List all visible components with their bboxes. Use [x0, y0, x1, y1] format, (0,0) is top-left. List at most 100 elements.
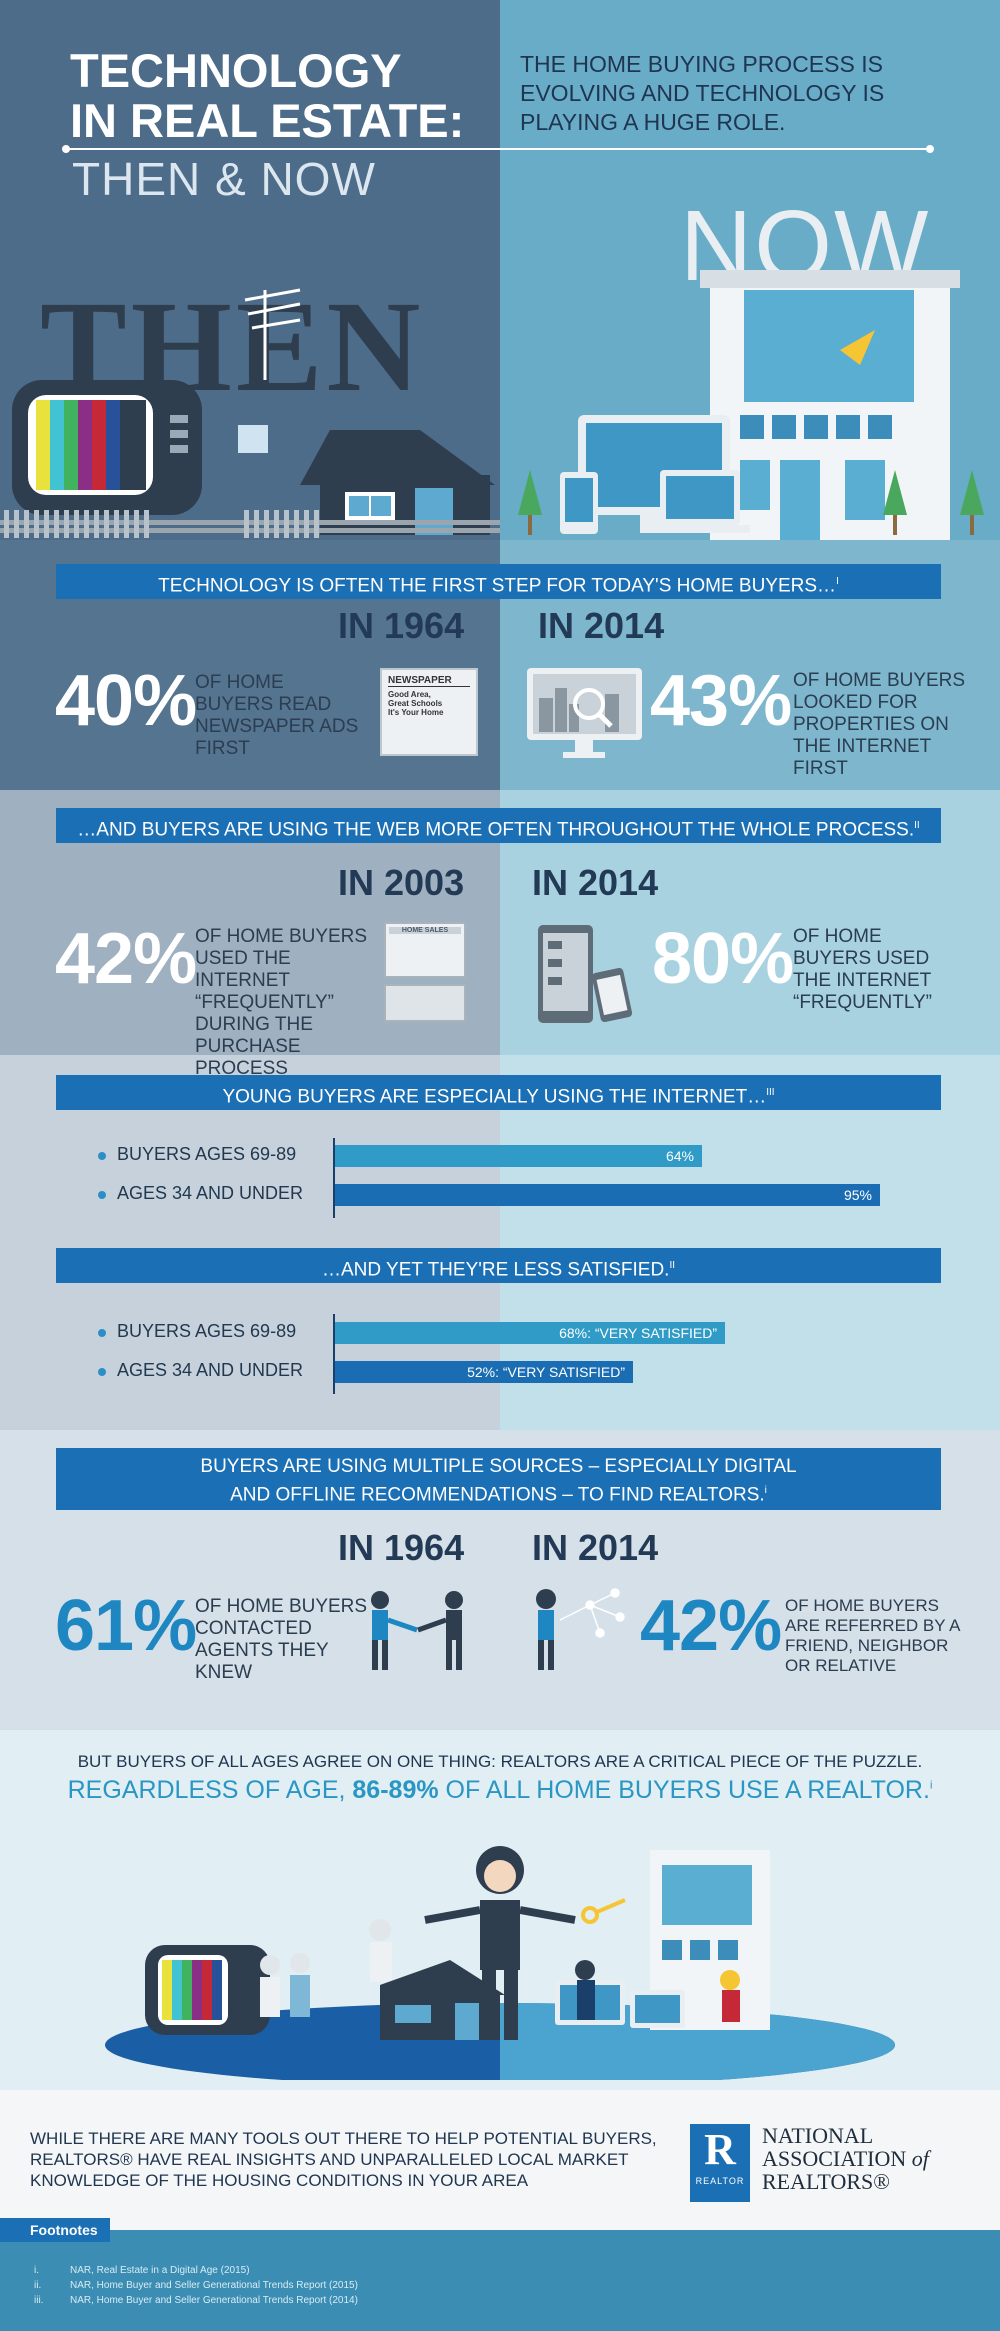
- s2-left-year: IN 2003: [338, 862, 465, 903]
- phone-tablet-icon: [538, 925, 633, 1023]
- s2-left-percent: 42%: [55, 919, 197, 999]
- section3-banner2-ref: ii: [669, 1260, 676, 1271]
- section4-banner-line1: BUYERS ARE USING MULTIPLE SOURCES – ESPE…: [200, 1456, 797, 1477]
- title-divider-dot-left: [62, 145, 70, 153]
- section3-banner1: YOUNG BUYERS ARE ESPECIALLY USING THE IN…: [56, 1075, 941, 1110]
- page-tagline: THE HOME BUYING PROCESS IS EVOLVING AND …: [520, 51, 885, 135]
- footnote-2-text: NAR, Home Buyer and Seller Generational …: [70, 2280, 358, 2291]
- page-title: TECHNOLOGY IN REAL ESTATE:: [70, 46, 464, 146]
- s4-left-year: IN 1964: [338, 1527, 465, 1568]
- s4-right-text: OF HOME BUYERS ARE REFERRED BY A FRIEND,…: [785, 1596, 960, 1675]
- s2-left-text: OF HOME BUYERS USED THE INTERNET “FREQUE…: [195, 926, 368, 1079]
- bar1-row2-bar: 95%: [334, 1184, 880, 1206]
- s4-right-year: IN 2014: [532, 1527, 659, 1568]
- bar-chart-1-axis: [333, 1138, 335, 1218]
- s2-right-text: OF HOME BUYERS USED THE INTERNET “FREQUE…: [793, 926, 932, 1013]
- section3-banner1-text: YOUNG BUYERS ARE ESPECIALLY USING THE IN…: [222, 1086, 767, 1108]
- section3-banner2: …AND YET THEY'RE LESS SATISFIED.ii: [56, 1248, 941, 1283]
- section4-banner-line2: AND OFFLINE RECOMMENDATIONS – TO FIND RE…: [230, 1484, 765, 1506]
- bar2-row2-bullet: [98, 1368, 106, 1376]
- bar1-row1-label: BUYERS AGES 69-89: [117, 1144, 297, 1164]
- home-sales-label: HOME SALES: [389, 927, 461, 934]
- title-divider-dot-right: [926, 145, 934, 153]
- picket-fence: [4, 510, 319, 538]
- bar1-row1-bullet: [98, 1152, 106, 1160]
- newspaper-line2: Great Schools: [388, 699, 443, 708]
- section4-banner-line2-wrap: AND OFFLINE RECOMMENDATIONS – TO FIND RE…: [56, 1479, 941, 1507]
- bar2-row2-value: 52%: “VERY SATISFIED”: [467, 1364, 625, 1380]
- footnote-3-num: iii.: [34, 2295, 44, 2306]
- s1-right-text: OF HOME BUYERS LOOKED FOR PROPERTIES ON …: [793, 670, 966, 779]
- section5-line2-c: OF ALL HOME BUYERS USE A REALTOR.: [438, 1776, 930, 1804]
- section1-banner-text: TECHNOLOGY IS OFTEN THE FIRST STEP FOR T…: [158, 575, 837, 597]
- bar2-row2-bar: 52%: “VERY SATISFIED”: [334, 1361, 633, 1383]
- section1-banner: TECHNOLOGY IS OFTEN THE FIRST STEP FOR T…: [56, 564, 941, 599]
- s4-right-percent: 42%: [640, 1586, 782, 1666]
- section2-banner-ref: ii: [914, 820, 920, 831]
- s4-left-text: OF HOME BUYERS CONTACTED AGENTS THEY KNE…: [195, 1596, 368, 1683]
- now-illustration: NOW: [518, 190, 984, 540]
- bar1-row2-value: 95%: [843, 1187, 872, 1203]
- s1-right-percent: 43%: [650, 661, 792, 741]
- bar1-row2-bullet: [98, 1191, 106, 1199]
- handshake-people-icon: [371, 1591, 463, 1670]
- footnote-1-num: i.: [34, 2265, 39, 2276]
- title-divider: [64, 148, 930, 150]
- nar-line1: NATIONAL: [762, 2123, 874, 2148]
- bar-chart-2-axis: [333, 1314, 335, 1394]
- bar1-row2-label: AGES 34 AND UNDER: [117, 1183, 304, 1203]
- bar2-row1-bullet: [98, 1329, 106, 1337]
- section2-banner: …AND BUYERS ARE USING THE WEB MORE OFTEN…: [56, 808, 941, 843]
- realtor-logo-r-icon: R: [704, 2125, 736, 2174]
- bar1-row1-bar: 64%: [334, 1145, 702, 1167]
- antenna-icon: [244, 288, 301, 380]
- closing-statement: WHILE THERE ARE MANY TOOLS OUT THERE TO …: [30, 2129, 657, 2190]
- s1-right-year: IN 2014: [538, 605, 665, 646]
- s1-left-percent: 40%: [55, 661, 197, 741]
- nar-line3: REALTORS®: [762, 2169, 890, 2194]
- nar-wordmark: NATIONAL ASSOCIATION of REALTORS®: [762, 2124, 929, 2193]
- realtor-logo: R REALTOR: [690, 2124, 750, 2202]
- section3-banner2-text: …AND YET THEY'RE LESS SATISFIED.: [321, 1259, 670, 1281]
- s2-right-percent: 80%: [652, 919, 794, 999]
- section2-banner-text: …AND BUYERS ARE USING THE WEB MORE OFTEN…: [77, 819, 915, 841]
- realtor-scene-illustration: [105, 1846, 895, 2080]
- home-sales-screen: HOME SALES: [384, 922, 466, 978]
- computer-base: [384, 984, 466, 1022]
- network-person-icon: [536, 1588, 625, 1670]
- bar-chart-1: BUYERS AGES 69-89 64% AGES 34 AND UNDER …: [0, 1120, 1000, 1215]
- footnote-2-num: ii.: [34, 2280, 42, 2291]
- footnote-3-text: NAR, Home Buyer and Seller Generational …: [70, 2295, 358, 2306]
- section1-banner-ref: i: [836, 576, 839, 587]
- section4-banner: BUYERS ARE USING MULTIPLE SOURCES – ESPE…: [56, 1448, 941, 1510]
- s1-left-year: IN 1964: [338, 605, 465, 646]
- footnote-1-text: NAR, Real Estate in a Digital Age (2015): [70, 2265, 250, 2276]
- footnotes-title: Footnotes: [0, 2218, 110, 2242]
- footnotes-background: [0, 2230, 1000, 2331]
- section5-line2-ref: i: [929, 1779, 933, 1792]
- bar2-row1-label: BUYERS AGES 69-89: [117, 1321, 297, 1341]
- then-illustration: THEN: [0, 275, 500, 538]
- section6-background: [0, 2090, 1000, 2230]
- section5-line2-highlight: 86-89%: [352, 1776, 439, 1804]
- bar2-row1-bar: 68%: “VERY SATISFIED”: [334, 1322, 725, 1344]
- bar2-row2-label: AGES 34 AND UNDER: [117, 1360, 304, 1380]
- newspaper-masthead: NEWSPAPER: [388, 675, 470, 687]
- bar1-row1-value: 64%: [665, 1148, 694, 1164]
- s2-right-year: IN 2014: [532, 862, 659, 903]
- computer-home-sales-icon: HOME SALES: [384, 922, 466, 1027]
- title-line1: TECHNOLOGY: [70, 44, 402, 97]
- section4-banner-ref: i: [764, 1485, 767, 1496]
- newspaper-line1: Good Area,: [388, 690, 431, 699]
- section5-line1: BUT BUYERS OF ALL AGES AGREE ON ONE THIN…: [77, 1752, 923, 1771]
- s1-left-text: OF HOME BUYERS READ NEWSPAPER ADS FIRST: [195, 672, 359, 759]
- section3-banner1-ref: iii: [766, 1087, 775, 1098]
- newspaper-icon: NEWSPAPER Good Area, Great Schools It's …: [380, 668, 478, 756]
- nar-line2-wrap: ASSOCIATION of: [762, 2147, 929, 2170]
- title-line2: IN REAL ESTATE:: [70, 94, 465, 147]
- nar-of: of: [911, 2146, 929, 2171]
- nar-line2: ASSOCIATION: [762, 2146, 907, 2171]
- monitor-search-icon: [527, 668, 642, 758]
- section5-line2: REGARDLESS OF AGE, 86-89% OF ALL HOME BU…: [0, 1776, 1000, 1805]
- bar-chart-2: BUYERS AGES 69-89 68%: “VERY SATISFIED” …: [0, 1295, 1000, 1390]
